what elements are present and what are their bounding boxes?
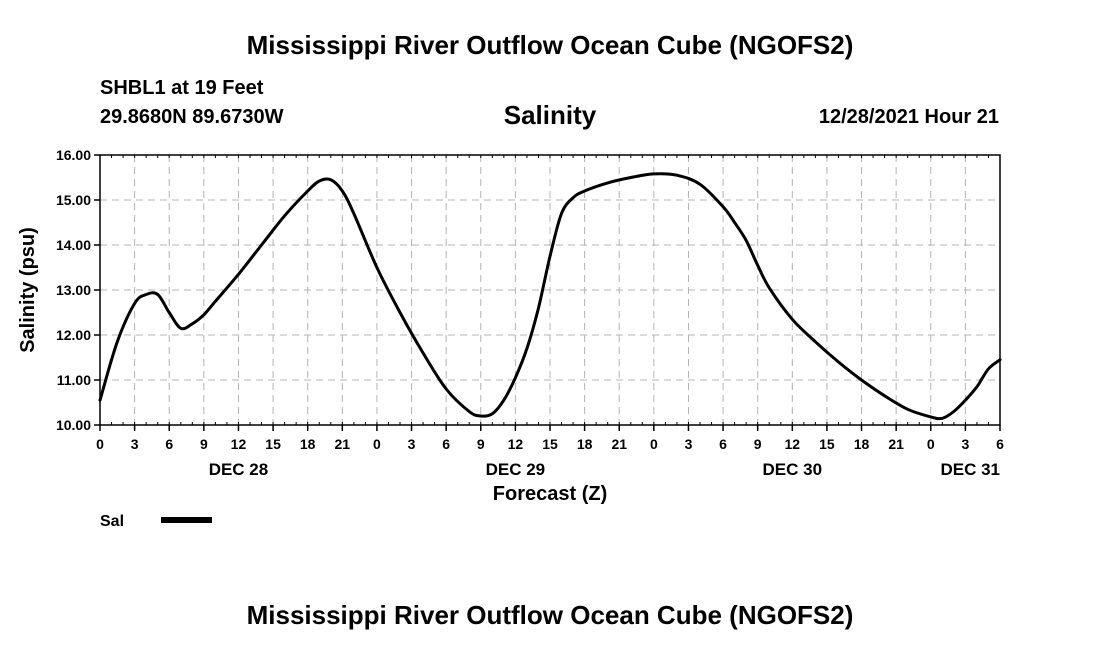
x-tick-label: 9 [754, 436, 762, 452]
x-tick-label: 21 [888, 436, 904, 452]
series-layer [98, 172, 1002, 421]
x-tick-label: 15 [819, 436, 835, 452]
x-tick-label: 12 [508, 436, 524, 452]
y-tick-label: 13.00 [56, 282, 91, 298]
plot-frame [99, 154, 1001, 426]
y-tick-label: 11.00 [57, 372, 91, 388]
legend-label: Sal [100, 513, 124, 530]
day-labels: DEC 28 DEC 29 DEC 30 DEC 31 [209, 460, 1000, 479]
y-axis-label: Salinity (psu) [17, 227, 39, 353]
x-tick-label: 3 [685, 436, 693, 452]
x-tick-label: 0 [373, 436, 381, 452]
x-tick-label: 12 [231, 436, 247, 452]
x-tick-label: 3 [131, 436, 139, 452]
x-axis-label: Forecast (Z) [493, 483, 607, 505]
x-tick-label: 15 [542, 436, 558, 452]
page-title: Mississippi River Outflow Ocean Cube (NG… [246, 30, 854, 60]
x-tick-label: 0 [927, 436, 935, 452]
x-tick-label: 18 [300, 436, 316, 452]
chart-title: Salinity [504, 100, 597, 130]
footer-title: Mississippi River Outflow Ocean Cube (NG… [246, 600, 854, 630]
station-coords: 29.8680N 89.6730W [100, 106, 284, 128]
y-tick-label: 14.00 [56, 237, 91, 253]
station-label: SHBL1 at 19 Feet [100, 77, 264, 99]
x-tick-label: 9 [477, 436, 485, 452]
forecast-datetime: 12/28/2021 Hour 21 [818, 106, 999, 128]
x-tick-label: 6 [719, 436, 727, 452]
x-tick-label: 0 [96, 436, 104, 452]
x-tick-label: 21 [611, 436, 627, 452]
series-line-sal [98, 172, 1002, 421]
x-tick-label: 3 [408, 436, 416, 452]
x-tick-label: 0 [650, 436, 658, 452]
day-label: DEC 28 [209, 460, 269, 479]
grid-lines [100, 155, 1000, 425]
x-tick-label: 6 [996, 436, 1004, 452]
x-tick-labels: 0 3 6 9 12 15 18 21 0 3 6 9 12 15 18 21 0 3 6 9 12 15 18 21 0 3 6 [96, 436, 1004, 452]
x-tick-label: 18 [854, 436, 870, 452]
x-tick-label: 6 [442, 436, 450, 452]
x-tick-label: 3 [961, 436, 969, 452]
y-tick-label: 16.00 [56, 147, 91, 163]
x-tick-label: 6 [165, 436, 173, 452]
x-tick-label: 21 [335, 436, 351, 452]
x-tick-label: 12 [785, 436, 801, 452]
y-tick-label: 15.00 [56, 192, 91, 208]
x-tick-label: 18 [577, 436, 593, 452]
day-label: DEC 31 [940, 460, 1000, 479]
y-tick-label: 12.00 [56, 327, 91, 343]
day-label: DEC 30 [763, 460, 823, 479]
day-label: DEC 29 [486, 460, 546, 479]
x-tick-label: 9 [200, 436, 208, 452]
y-tick-labels: 10.00 11.00 12.00 13.00 14.00 15.00 16.00 [56, 147, 91, 433]
x-tick-label: 15 [265, 436, 281, 452]
y-tick-label: 10.00 [56, 417, 91, 433]
axis-ticks [94, 154, 1001, 431]
